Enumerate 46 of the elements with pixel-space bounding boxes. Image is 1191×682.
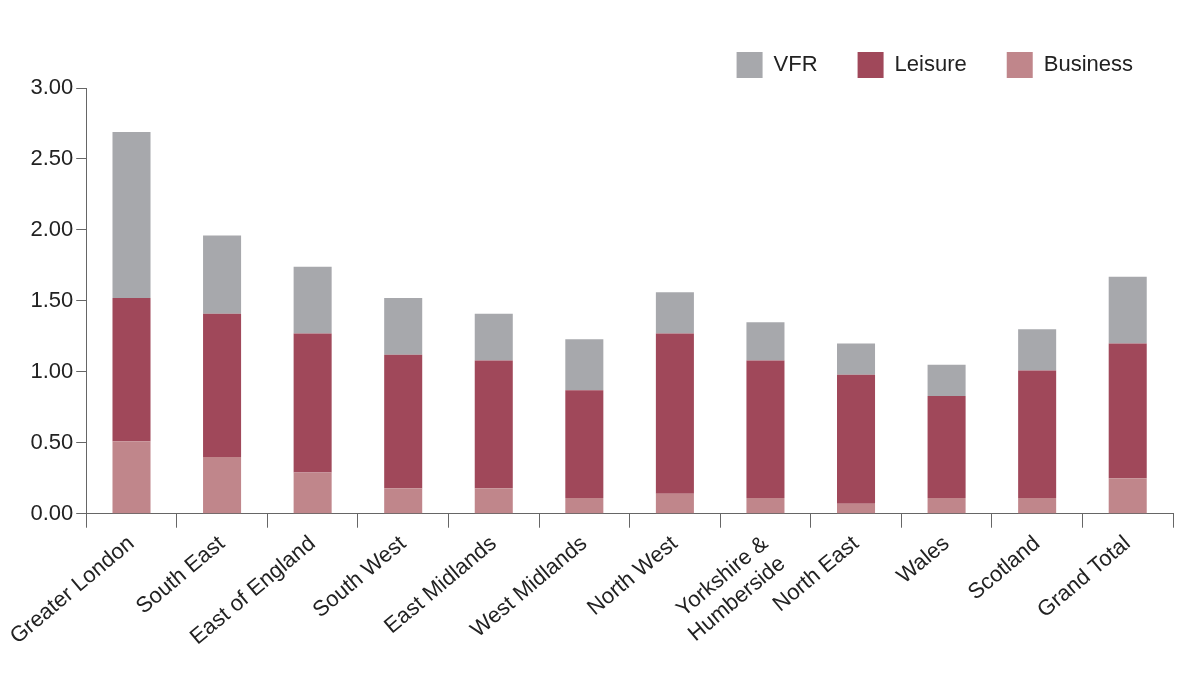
y-tick-label: 0.50	[30, 428, 74, 454]
bar	[1108, 276, 1147, 344]
bar	[1018, 498, 1057, 514]
bar	[384, 488, 423, 514]
y-tick-label: 1.00	[30, 357, 74, 383]
bar	[655, 493, 694, 514]
bar	[655, 292, 694, 334]
y-tick-label: 3.00	[30, 74, 74, 100]
bar	[746, 498, 785, 514]
bar	[565, 498, 604, 514]
y-tick-label: 0.00	[30, 499, 74, 525]
bar	[112, 441, 151, 514]
bar	[112, 298, 151, 442]
bar	[837, 343, 876, 375]
bar	[474, 488, 513, 514]
y-tick-label: 2.00	[30, 215, 74, 241]
bar	[1108, 478, 1147, 514]
bar	[837, 374, 876, 504]
bar	[565, 339, 604, 391]
bar	[1018, 370, 1057, 499]
bar	[927, 498, 966, 514]
bar	[655, 333, 694, 494]
bar	[474, 360, 513, 489]
bar	[293, 472, 332, 514]
y-tick-label: 2.50	[30, 145, 74, 171]
bar	[293, 333, 332, 473]
bar	[384, 354, 423, 489]
legend-label: VFR	[773, 51, 818, 77]
legend-label: Leisure	[894, 51, 967, 77]
bar	[565, 390, 604, 499]
bar	[837, 503, 876, 514]
y-tick-label: 1.50	[30, 286, 74, 312]
bar	[927, 395, 966, 499]
bar	[746, 322, 785, 361]
bar	[112, 131, 151, 299]
bar	[746, 360, 785, 499]
legend-label: Business	[1043, 51, 1134, 77]
bar	[1018, 329, 1057, 371]
bar	[927, 364, 966, 396]
bar	[203, 313, 242, 457]
bar	[1108, 343, 1147, 479]
bar	[293, 266, 332, 334]
bar	[203, 235, 242, 314]
bar	[203, 456, 242, 514]
bar	[384, 298, 423, 355]
bar	[474, 313, 513, 361]
